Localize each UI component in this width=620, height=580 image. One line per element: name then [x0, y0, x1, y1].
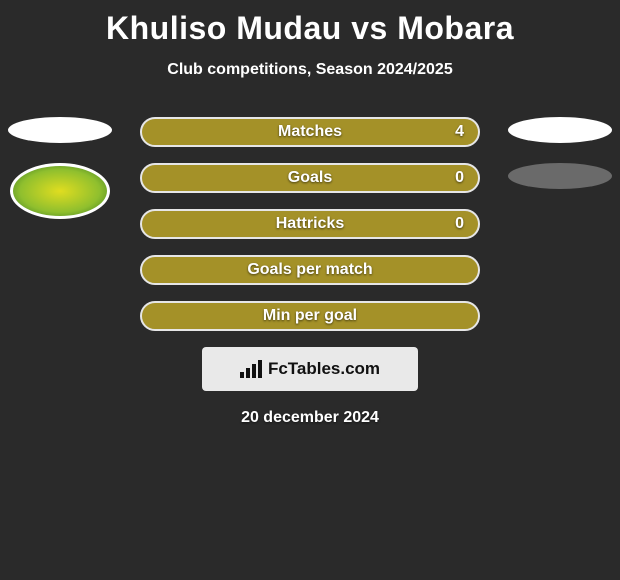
page-title: Khuliso Mudau vs Mobara: [0, 0, 620, 47]
bar-chart-icon: [240, 360, 262, 378]
club-badge-icon: [10, 163, 110, 219]
stat-bar-min-per-goal: Min per goal: [140, 301, 480, 331]
stat-label: Matches: [142, 119, 478, 145]
left-player-column: [0, 117, 120, 219]
stat-label: Min per goal: [142, 303, 478, 329]
right-player-column: [500, 117, 620, 209]
stat-bars: Matches 4 Goals 0 Hattricks 0 Goals per …: [140, 117, 480, 331]
stat-bar-hattricks: Hattricks 0: [140, 209, 480, 239]
page-subtitle: Club competitions, Season 2024/2025: [0, 61, 620, 79]
stat-value: 4: [455, 119, 464, 145]
club-badge-placeholder: [508, 163, 612, 189]
stat-value: 0: [455, 211, 464, 237]
stat-value: 0: [455, 165, 464, 191]
stat-label: Goals per match: [142, 257, 478, 283]
player-avatar-placeholder: [508, 117, 612, 143]
brand-text: FcTables.com: [268, 359, 380, 379]
brand-badge[interactable]: FcTables.com: [202, 347, 418, 391]
stat-bar-goals-per-match: Goals per match: [140, 255, 480, 285]
comparison-content: Matches 4 Goals 0 Hattricks 0 Goals per …: [0, 117, 620, 427]
stat-bar-matches: Matches 4: [140, 117, 480, 147]
stat-label: Hattricks: [142, 211, 478, 237]
date-text: 20 december 2024: [0, 409, 620, 427]
player-avatar-placeholder: [8, 117, 112, 143]
stat-bar-goals: Goals 0: [140, 163, 480, 193]
stat-label: Goals: [142, 165, 478, 191]
